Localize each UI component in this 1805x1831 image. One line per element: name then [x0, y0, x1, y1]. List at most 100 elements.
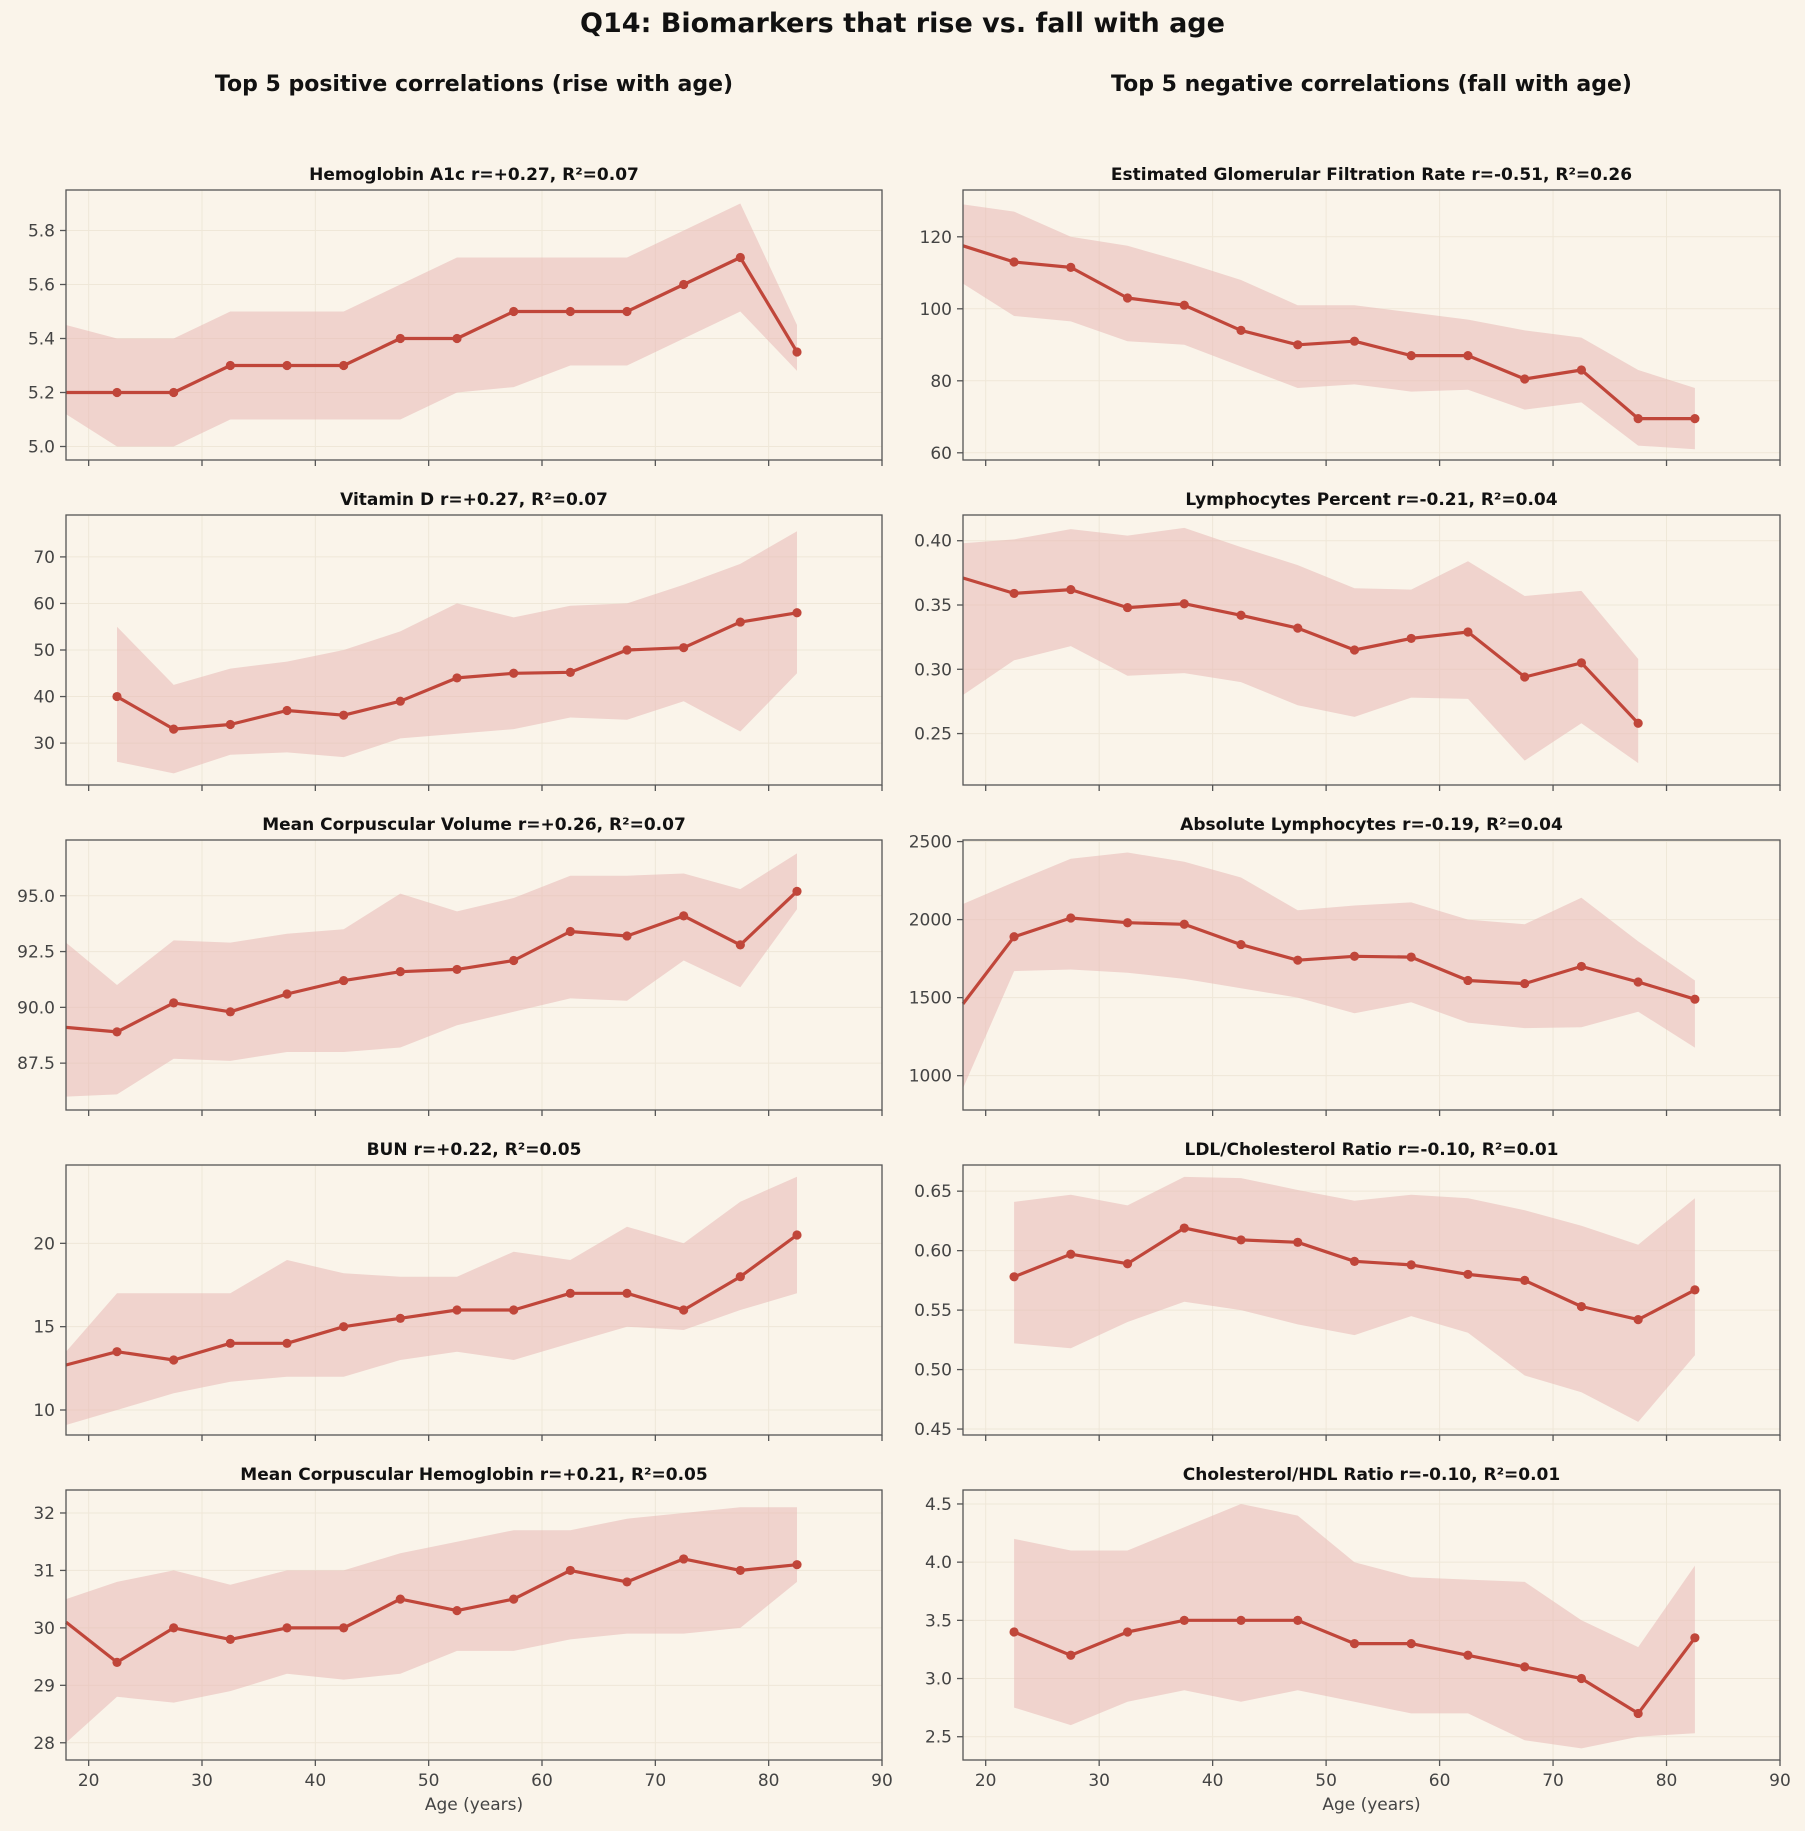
data-point — [1293, 623, 1303, 633]
plot-frame — [65, 1164, 883, 1436]
data-point — [1236, 610, 1246, 620]
range-band — [963, 852, 1695, 1089]
x-tick-label: 50 — [418, 1771, 440, 1791]
x-tick-label: 80 — [1656, 1771, 1678, 1791]
data-point — [169, 1623, 179, 1633]
y-tick-label: 5.6 — [28, 276, 55, 296]
series-line — [65, 1557, 798, 1664]
panel-title: Hemoglobin A1c r=+0.27, R²=0.07 — [309, 165, 639, 185]
data-point — [565, 306, 575, 317]
y-tick-label: 5.0 — [28, 438, 55, 458]
y-tick-label: 4.5 — [925, 1495, 952, 1515]
data-point — [1066, 1650, 1076, 1660]
data-point — [1633, 414, 1643, 424]
panel-7: Absolute Lymphocytes r=-0.19, R²=0.04 100… — [909, 815, 1781, 1116]
data-point — [1349, 1256, 1360, 1266]
data-point — [1066, 262, 1076, 272]
data-point — [735, 617, 745, 627]
y-tick-label: 4.0 — [925, 1553, 952, 1573]
data-point — [565, 1565, 575, 1576]
data-point — [509, 1594, 519, 1604]
y-tick-label: 28 — [33, 1734, 55, 1754]
data-point — [1520, 978, 1530, 989]
data-point — [1633, 1315, 1643, 1325]
data-point — [679, 279, 689, 290]
data-point — [225, 719, 235, 730]
data-point — [1690, 994, 1700, 1004]
data-point — [169, 387, 179, 398]
y-tick-label: 31 — [33, 1561, 55, 1581]
data-point — [622, 1288, 632, 1298]
data-point — [282, 705, 292, 716]
panel-1: Vitamin D r=+0.27, R²=0.07 30 40 50 60 70 — [33, 490, 883, 791]
data-point — [339, 1623, 349, 1633]
panel-6: Lymphocytes Percent r=-0.21, R²=0.04 0.25… — [914, 490, 1781, 791]
y-tick-label: 0.25 — [914, 725, 952, 745]
data-point — [622, 306, 632, 317]
data-point — [1179, 1615, 1189, 1625]
y-tick-label: 90.0 — [17, 998, 55, 1018]
plot-frame — [65, 839, 883, 1111]
data-point — [679, 911, 689, 921]
y-tick-label: 2500 — [909, 833, 952, 853]
data-point — [169, 998, 179, 1008]
data-point — [622, 1577, 632, 1587]
data-point — [1576, 1301, 1587, 1312]
data-point — [1349, 951, 1360, 961]
data-point — [509, 306, 519, 317]
data-point — [169, 724, 179, 734]
data-point — [1349, 645, 1360, 655]
data-point — [452, 673, 462, 683]
data-point — [282, 360, 292, 371]
y-tick-label: 20 — [33, 1234, 55, 1254]
x-axis-label: Age (years) — [425, 1795, 523, 1815]
data-point — [225, 1338, 235, 1348]
data-point — [792, 1560, 802, 1570]
plot-frame — [962, 1164, 1781, 1436]
range-band — [1014, 1176, 1695, 1422]
y-tick-label: 3.5 — [925, 1611, 952, 1631]
data-point — [1009, 932, 1019, 942]
data-point — [282, 989, 292, 999]
plot-frame — [962, 1489, 1781, 1761]
data-point — [339, 360, 349, 371]
x-tick-label: 20 — [975, 1771, 997, 1791]
data-point — [225, 360, 235, 371]
y-tick-label: 5.2 — [28, 384, 55, 404]
data-point — [1520, 672, 1530, 682]
data-point — [1009, 1272, 1019, 1282]
y-tick-label: 92.5 — [17, 943, 55, 963]
data-point — [112, 1027, 122, 1037]
range-band — [66, 853, 797, 1097]
data-point — [1009, 1627, 1019, 1637]
data-point — [1066, 584, 1076, 595]
range-band — [117, 531, 797, 774]
panel-8: LDL/Cholesterol Ratio r=-0.10, R²=0.01 0.… — [914, 1140, 1781, 1441]
data-point — [1179, 300, 1189, 310]
data-point — [112, 387, 122, 398]
y-tick-label: 15 — [33, 1318, 55, 1338]
panel-5: Estimated Glomerular Filtration Rate r=-… — [920, 165, 1781, 466]
data-point — [1349, 336, 1360, 346]
data-point — [395, 1594, 405, 1604]
y-tick-label: 0.30 — [914, 660, 952, 680]
data-point — [792, 608, 802, 618]
data-point — [1576, 961, 1587, 972]
data-point — [1576, 658, 1587, 668]
data-point — [1463, 627, 1473, 637]
y-tick-label: 30 — [33, 1619, 55, 1639]
data-point — [1122, 918, 1133, 928]
y-tick-label: 0.35 — [914, 596, 952, 616]
y-tick-label: 0.65 — [914, 1182, 952, 1202]
y-tick-label: 10 — [33, 1401, 55, 1421]
data-point — [395, 696, 405, 706]
data-point — [1066, 1249, 1076, 1259]
panel-title: Mean Corpuscular Volume r=+0.26, R²=0.07 — [262, 815, 686, 835]
data-point — [1406, 1260, 1416, 1270]
x-tick-label: 80 — [758, 1771, 780, 1791]
data-point — [1520, 1275, 1530, 1285]
panel-0: Hemoglobin A1c r=+0.27, R²=0.07 5.0 5.2 5.4… — [28, 165, 883, 466]
data-point — [1406, 351, 1416, 361]
x-tick-label: 60 — [531, 1771, 553, 1791]
